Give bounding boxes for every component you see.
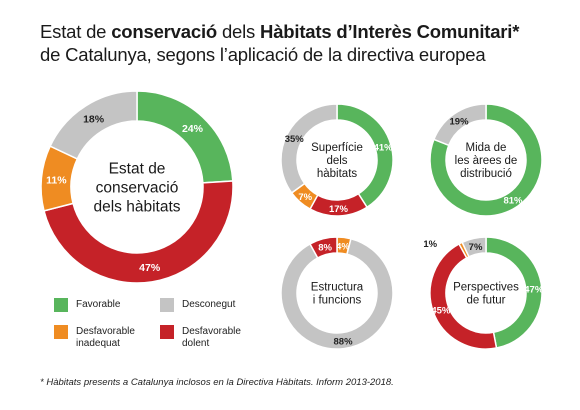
title-bold-1: conservació xyxy=(111,21,217,42)
donut-title-line: Estat de xyxy=(109,160,166,177)
donut-title-line: de futur xyxy=(467,295,506,307)
legend-swatch-dolent xyxy=(160,325,174,339)
donut-title-line: les àrees de xyxy=(455,155,518,167)
slice-dolent xyxy=(309,236,338,259)
slice-label-dolent: 45% xyxy=(431,305,451,316)
slice-label-dolent: 17% xyxy=(329,204,349,215)
slice-label-desconegut: 35% xyxy=(285,134,305,145)
legend-label-favorable: Favorable xyxy=(76,299,121,310)
donut-title-line: conservació xyxy=(96,179,179,196)
title-bold-2: Hàbitats d’Interès Comunitari* xyxy=(260,21,520,42)
slice-label-favorable: 24% xyxy=(182,123,204,135)
slice-label-inadequat: 11% xyxy=(46,174,67,186)
title-line-2: de Catalunya, segons l’aplicació de la d… xyxy=(40,44,486,65)
legend-swatch-favorable xyxy=(54,298,68,312)
donut-title-line: i funcions xyxy=(313,295,362,307)
donut-title-line: distribució xyxy=(460,168,512,180)
footnote: * Hàbitats presents a Catalunya inclosos… xyxy=(40,377,394,388)
slice-label-inadequat: 1% xyxy=(423,239,437,250)
legend-label-inadequat-1: Desfavorable xyxy=(76,326,135,337)
donut-title-line: Mida de xyxy=(466,142,507,154)
legend-label-inadequat: Desfavorable inadequat xyxy=(76,326,176,350)
slice-label-desconegut: 7% xyxy=(469,242,483,253)
legend-label-dolent: Desfavorable dolent xyxy=(182,326,282,350)
donut-title-line: Superfície xyxy=(311,142,363,154)
slice-dolent xyxy=(43,180,234,284)
legend-swatch-desconegut xyxy=(160,298,174,312)
legend-label-dolent-2: dolent xyxy=(182,338,210,349)
slice-desconegut xyxy=(432,103,487,147)
donut-title-line: dels xyxy=(326,155,347,167)
slice-label-inadequat: 4% xyxy=(336,241,350,252)
slice-label-desconegut: 18% xyxy=(83,114,105,126)
slice-label-desconegut: 88% xyxy=(334,337,354,348)
slice-label-dolent: 47% xyxy=(139,262,161,274)
slice-favorable xyxy=(429,103,543,217)
chart-title: Estat de conservació dels Hàbitats d’Int… xyxy=(40,20,560,66)
legend-label-inadequat-2: inadequat xyxy=(76,338,120,349)
slice-label-favorable: 81% xyxy=(503,196,523,207)
legend-label-desconegut: Desconegut xyxy=(182,299,236,310)
slice-desconegut xyxy=(49,90,138,160)
donut-chart-1: 24% 47% 11% 18% Estat de conservació dels hàbi… xyxy=(40,90,234,284)
slice-desconegut xyxy=(461,236,487,258)
donut-title-line: dels hàbitats xyxy=(93,198,180,215)
slice-label-favorable: 47% xyxy=(524,284,544,295)
title-part-1: Estat de xyxy=(40,21,112,42)
donut-title-line: Estructura xyxy=(311,282,364,294)
legend-label-dolent-1: Desfavorable xyxy=(182,326,241,337)
legend-swatch-inadequat xyxy=(54,325,68,339)
slice-desconegut xyxy=(280,237,394,350)
slice-label-favorable: 41% xyxy=(374,143,394,154)
donut-title-line: Perspectives xyxy=(453,282,519,294)
slice-label-inadequat: 7% xyxy=(298,192,312,203)
title-part-2: dels xyxy=(217,21,261,42)
donut-title-line: hàbitats xyxy=(317,168,358,180)
slice-desconegut xyxy=(280,103,338,194)
slice-label-dolent: 8% xyxy=(318,243,332,254)
slice-label-desconegut: 19% xyxy=(450,116,470,127)
